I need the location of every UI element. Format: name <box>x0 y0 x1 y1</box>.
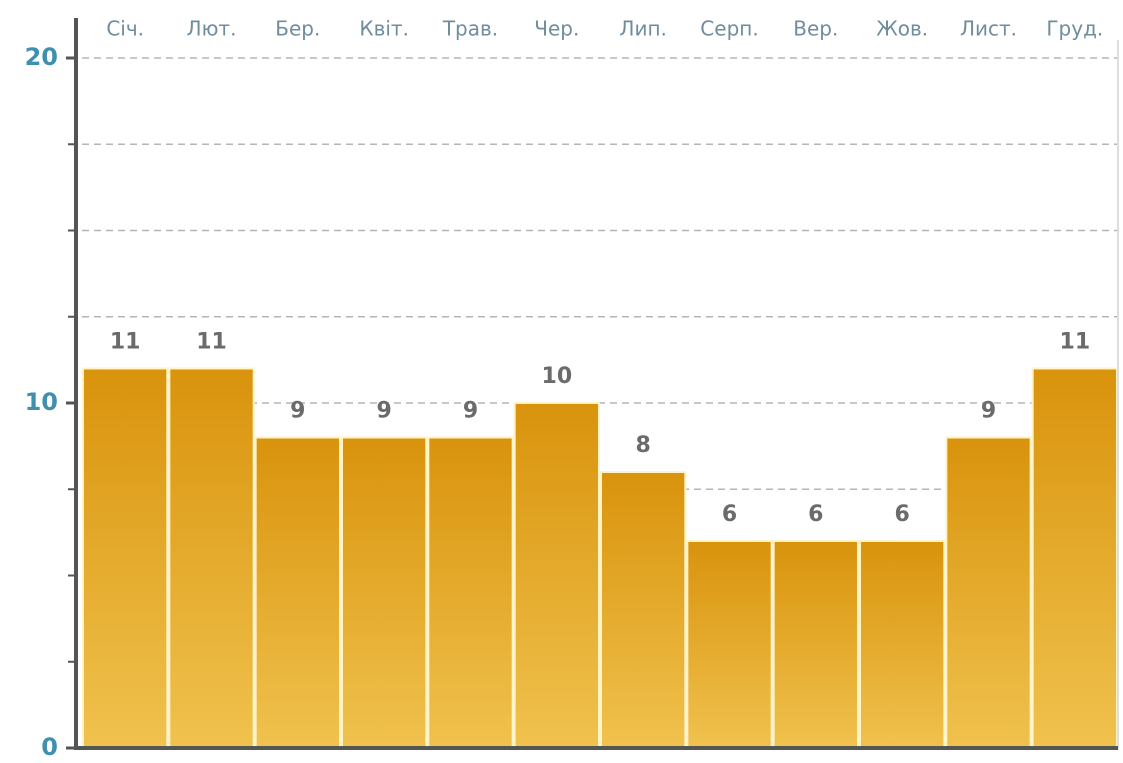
bar <box>772 540 860 749</box>
value-label: 6 <box>895 502 910 527</box>
bar <box>945 436 1032 749</box>
value-label: 9 <box>290 399 305 424</box>
x-tick-label: Лип. <box>619 17 666 41</box>
bar <box>1031 367 1118 749</box>
x-tick-label: Лист. <box>960 17 1017 41</box>
value-label: 6 <box>722 502 737 527</box>
bar <box>600 471 687 749</box>
bar <box>82 367 169 749</box>
x-tick-label: Жов. <box>876 17 928 41</box>
bar <box>859 540 946 749</box>
y-tick-label: 0 <box>41 733 58 761</box>
x-tick-label: Бер. <box>275 17 320 41</box>
bar <box>427 436 514 749</box>
x-tick-label: Лют. <box>187 17 237 41</box>
x-tick-label: Вер. <box>793 17 838 41</box>
x-tick-label: Квіт. <box>359 17 409 41</box>
bar <box>341 436 428 749</box>
value-label: 9 <box>981 399 996 424</box>
x-tick-label: Трав. <box>442 17 498 41</box>
bars <box>82 367 1118 749</box>
value-label: 9 <box>377 399 392 424</box>
x-tick-label: Чер. <box>534 17 579 41</box>
y-tick-label: 10 <box>25 388 58 416</box>
value-label: 11 <box>110 330 141 355</box>
value-label: 8 <box>636 433 651 458</box>
y-tick-label: 20 <box>25 43 58 71</box>
x-tick-label: Груд. <box>1046 17 1103 41</box>
x-tick-label: Серп. <box>700 17 758 41</box>
bar <box>513 402 601 749</box>
value-label: 10 <box>542 364 573 389</box>
bar <box>254 436 342 749</box>
value-label: 6 <box>808 502 823 527</box>
value-label: 11 <box>1060 330 1091 355</box>
x-tick-label: Січ. <box>106 17 144 41</box>
bar <box>686 540 773 749</box>
value-label: 9 <box>463 399 478 424</box>
value-label: 11 <box>196 330 227 355</box>
bar <box>168 367 255 749</box>
